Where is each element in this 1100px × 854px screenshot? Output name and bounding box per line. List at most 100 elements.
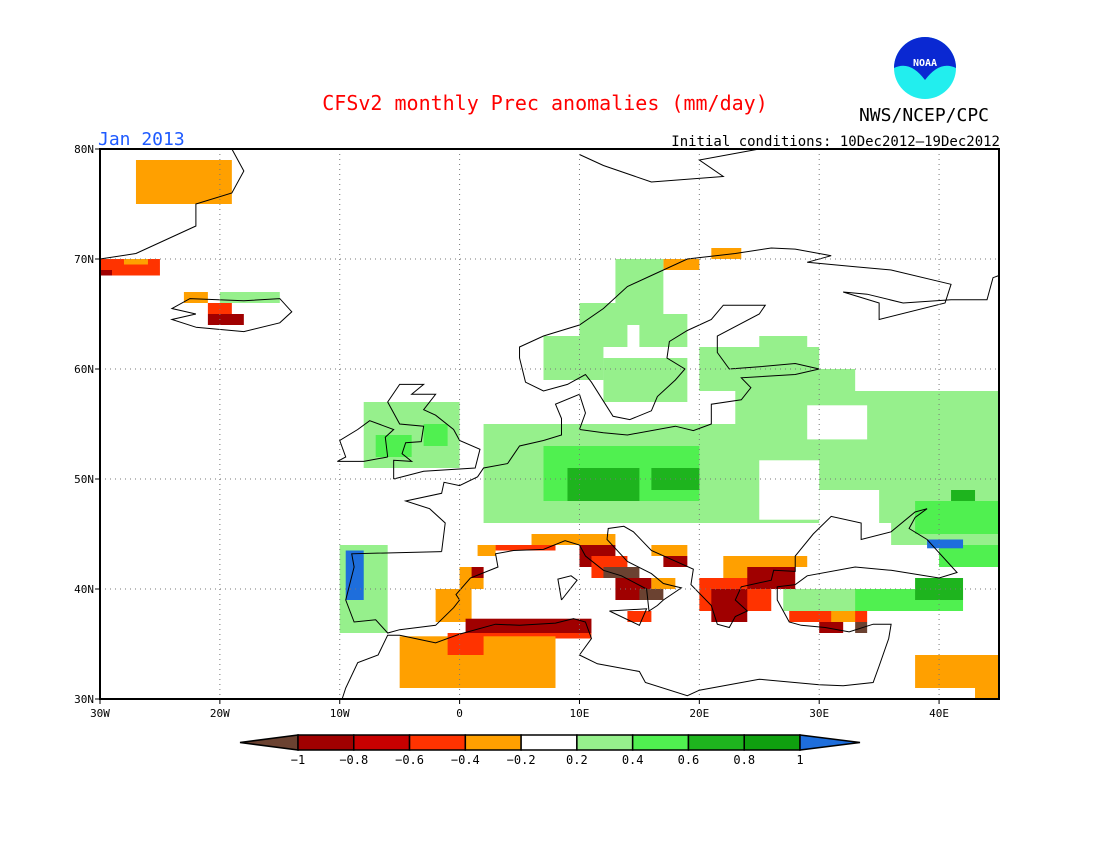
colorbar-box (297, 734, 355, 751)
anomaly-cell (807, 405, 868, 440)
anomaly-cell (927, 539, 964, 549)
anomaly-cell (219, 292, 280, 303)
coastline (387, 383, 481, 480)
anomaly-cell (819, 490, 880, 523)
anomaly-cell (789, 611, 868, 622)
lon-tick-label: 20E (689, 707, 709, 720)
colorbar-label: 0.2 (566, 753, 588, 767)
lon-tick-label: 40E (929, 707, 949, 720)
lon-tick-label: 0 (456, 707, 463, 720)
anomaly-cell (567, 468, 640, 501)
coastline (403, 247, 1000, 552)
coastline (99, 148, 245, 260)
colorbar-label: 1 (796, 753, 803, 767)
anomaly-cell (747, 567, 796, 589)
noaa-logo-text: NOAA (913, 58, 937, 69)
coastline (341, 508, 958, 700)
anomaly-cell (603, 358, 688, 402)
anomaly-cell (465, 618, 592, 633)
anomaly-cell (759, 336, 808, 347)
map-frame (99, 148, 1000, 700)
lat-tick-label: 70N (74, 253, 94, 266)
colorbar-box (408, 734, 467, 751)
anomaly-cell (459, 633, 592, 639)
colorbar-low-arrow (239, 734, 299, 751)
anomaly-cell (915, 501, 999, 534)
gridlines (100, 149, 999, 699)
lon-tick-label: 10E (570, 707, 590, 720)
anomaly-cell (711, 248, 742, 259)
anomaly-cell (639, 314, 688, 347)
anomaly-cell (663, 259, 700, 270)
coastline (579, 148, 760, 183)
coastline (170, 298, 293, 333)
colorbar-box (353, 734, 411, 751)
anomaly-cell (100, 270, 112, 276)
anomaly-cell (747, 460, 820, 520)
colorbar-label: −0.8 (339, 753, 368, 767)
coastlines (99, 148, 1000, 700)
colorbar-box (687, 734, 745, 751)
colorbar-label: 0.6 (678, 753, 700, 767)
anomaly-cell (855, 622, 868, 633)
colorbar-high-arrow (799, 734, 861, 751)
anomaly-cell (477, 545, 496, 556)
anomaly-cell (819, 622, 844, 633)
agency-label: NWS/NCEP/CPC (859, 105, 989, 126)
anomaly-cell (207, 314, 244, 325)
anomaly-cell (951, 490, 976, 501)
coastline (609, 608, 648, 626)
anomaly-cell (207, 303, 232, 314)
anomaly-cell (639, 589, 664, 600)
colorbar: −1 −0.8 −0.6 −0.4 −0.2 0.2 0.4 0.6 0.8 1 (239, 734, 861, 767)
anomaly-cell (159, 171, 196, 182)
anomaly-cell (531, 534, 580, 545)
anomaly-cell (375, 435, 412, 457)
anomaly-cell (123, 259, 148, 265)
lat-tick-label: 50N (74, 473, 94, 486)
anomaly-cell (603, 567, 640, 578)
noaa-logo: NOAA (894, 37, 956, 99)
anomaly-cell (471, 567, 484, 578)
forecast-month: Jan 2013 (98, 129, 185, 150)
colorbar-label: −1 (291, 753, 305, 767)
colorbar-label: 0.8 (733, 753, 755, 767)
anomaly-cell (939, 545, 999, 567)
anomaly-cell (627, 611, 652, 622)
map-title: CFSv2 monthly Prec anomalies (mm/day) (322, 91, 768, 115)
anomaly-cell (975, 677, 999, 699)
lon-tick-label: 20W (210, 707, 230, 720)
anomaly-cell (183, 292, 208, 303)
colorbar-label: −0.4 (451, 753, 480, 767)
anomaly-cell (345, 550, 364, 600)
colorbar-label: 0.4 (622, 753, 644, 767)
lon-tick-label: 10W (330, 707, 350, 720)
coastline (557, 575, 578, 601)
lat-tick-label: 40N (74, 583, 94, 596)
anomaly-cell (651, 545, 688, 556)
coastline (337, 420, 395, 462)
anomaly-cell (579, 534, 616, 545)
anomaly-cell (423, 424, 448, 446)
anomaly-cell (759, 556, 808, 567)
anomaly-cell (759, 369, 856, 391)
colorbar-box (520, 734, 578, 751)
lat-tick-label: 80N (74, 143, 94, 156)
anomaly-patches (100, 160, 999, 699)
colorbar-box (631, 734, 690, 751)
anomaly-cell (495, 545, 556, 551)
colorbar-label: −0.6 (395, 753, 424, 767)
colorbar-label: −0.2 (507, 753, 536, 767)
initial-conditions: Initial conditions: 10Dec2012–19Dec2012 (671, 134, 1000, 150)
lat-tick-label: 60N (74, 363, 94, 376)
lat-tick-label: 30N (74, 693, 94, 706)
lon-tick-label: 30E (809, 707, 829, 720)
anomaly-cell (435, 589, 472, 622)
lon-tick-label: 30W (90, 707, 110, 720)
colorbar-box (743, 734, 801, 751)
colorbar-box (576, 734, 634, 751)
anomaly-cell (831, 611, 856, 622)
